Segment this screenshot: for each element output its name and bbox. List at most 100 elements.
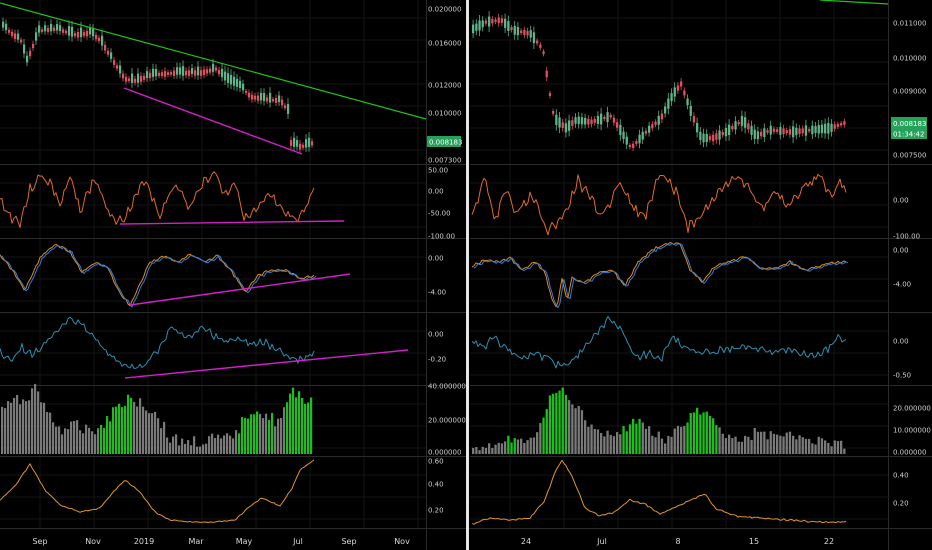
candle-body [520, 30, 523, 34]
candle-body [197, 66, 200, 76]
oscillator-line-left [0, 459, 315, 523]
volume-bar [55, 426, 58, 454]
volume-bar [259, 413, 262, 454]
volume-bar [94, 434, 97, 454]
price-axis-tick-right: 0.011000 [893, 20, 926, 28]
price-axis-tick-left: 0.012000 [428, 82, 461, 90]
cci-trendline-left [124, 349, 409, 379]
volume-bar [680, 426, 683, 454]
candle-body [516, 26, 520, 36]
candle-body [734, 121, 737, 130]
macd-line-right [473, 243, 849, 309]
candle-body [510, 27, 513, 31]
candle-body [564, 123, 568, 133]
volume-bar [148, 413, 151, 454]
volume-bar [702, 412, 705, 454]
candle-body [113, 60, 116, 65]
candle-body [667, 98, 670, 109]
candle-body [683, 90, 686, 96]
candle-body [795, 127, 798, 136]
candle-body [692, 116, 696, 123]
candle-body [766, 130, 769, 133]
volume-bar [724, 438, 728, 454]
candle-body [817, 124, 820, 134]
candle-body [212, 63, 215, 72]
candle-body [146, 71, 149, 79]
price-axis-tick-right: 0.010000 [893, 55, 926, 63]
time-axis-label-left: Sep [341, 537, 356, 546]
candle-body [44, 25, 47, 32]
candle-body [481, 20, 484, 28]
volume-bar [52, 422, 55, 454]
candle-body [179, 67, 182, 75]
volume-bar [286, 402, 289, 454]
candle-body [801, 128, 804, 134]
volume-bar [277, 418, 280, 454]
volume-bar [142, 406, 145, 454]
candle-body [820, 124, 824, 134]
candle-body [808, 129, 811, 132]
volume-bar [814, 444, 817, 454]
candle-body [840, 123, 843, 126]
candle-body [263, 93, 266, 102]
volume-bar [262, 418, 265, 454]
candle-body [782, 128, 785, 135]
time-axis-label-left: 2019 [134, 537, 154, 546]
price-axis-tick-right: 0.007500 [893, 152, 926, 160]
candle-body [299, 143, 302, 150]
candle-body [648, 125, 651, 133]
candle-body [702, 133, 705, 143]
volume-bar [644, 428, 648, 454]
volume-bar [753, 427, 756, 454]
time-axis-label-left: Nov [394, 537, 410, 546]
volume-bar [100, 424, 103, 454]
candle-body [272, 99, 275, 102]
price-axis-tick-right: 0.00 [893, 197, 909, 205]
time-axis-label-left: Mar [188, 537, 204, 546]
volume-bar [785, 432, 788, 454]
volume-bar [310, 397, 313, 454]
price-axis-tick-right: 0.00 [893, 338, 909, 346]
volume-bar [734, 436, 737, 454]
volume-bar [268, 419, 271, 454]
volume-bar [603, 436, 606, 454]
volume-bar [139, 398, 142, 454]
volume-bar [181, 438, 184, 454]
volume-bar [660, 438, 664, 454]
candle-body [155, 68, 158, 77]
candle-body [724, 127, 728, 137]
candle-body [143, 75, 146, 80]
volume-bar [85, 424, 88, 454]
candle-body [536, 40, 539, 44]
volume-bar [283, 407, 286, 454]
macd-line-left [1, 244, 317, 308]
price-badge-bg [427, 136, 461, 147]
volume-bar [811, 443, 814, 454]
volume-bar [561, 387, 564, 454]
volume-bar [712, 418, 715, 454]
volume-bar [523, 442, 526, 454]
volume-bar [61, 434, 64, 454]
candle-body [756, 131, 760, 140]
candle-body [62, 29, 65, 33]
candle-body [676, 85, 680, 91]
volume-bar [510, 442, 513, 454]
candle-body [47, 28, 50, 32]
candle-body [221, 68, 224, 78]
candle-body [577, 116, 580, 125]
candle-body [760, 131, 763, 137]
volume-bar [488, 443, 491, 454]
volume-bar [667, 435, 670, 454]
volume-bar [196, 446, 199, 454]
candle-body [77, 31, 80, 38]
rsi-line-left [0, 171, 315, 229]
trendline-resistance-left [0, 2, 427, 120]
candle-body [251, 94, 254, 100]
volume-bar [827, 442, 830, 454]
price-axis-tick-left: 0.016000 [428, 40, 461, 48]
candle-body [239, 80, 242, 89]
time-axis-label-right: 15 [749, 537, 759, 546]
candle-body [555, 114, 558, 125]
candle-body [296, 140, 299, 147]
